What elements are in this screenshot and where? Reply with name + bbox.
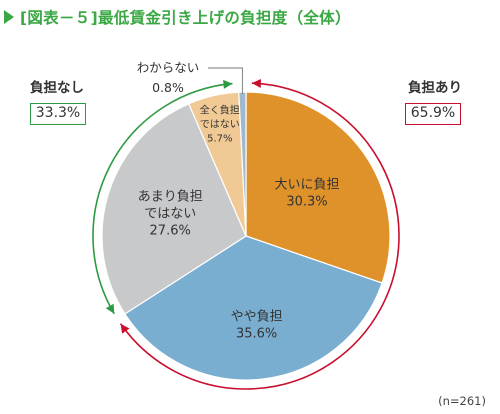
slice-label-4-value: 5.7% <box>207 133 232 144</box>
burden-arrow-start-icon <box>251 79 261 88</box>
group-value-burden: 65.9% <box>405 103 461 125</box>
slice-label-2-text: やや負担 <box>231 310 283 325</box>
slice-label-5-value: 0.8% <box>152 80 184 95</box>
slice-label-3-text: ではない <box>144 207 196 222</box>
chart-title: [図表－５]最低賃金引き上げの負担度（全体） <box>20 9 351 27</box>
no-burden-arrow-end-icon <box>223 79 233 89</box>
slice-label-4-text: ではない <box>200 118 240 130</box>
slice-label-2-value: 35.6% <box>236 327 277 342</box>
slice-label-1-value: 30.3% <box>286 195 327 210</box>
group-value-no-burden: 33.3% <box>30 103 86 125</box>
no-burden-bracket-arc <box>92 82 233 315</box>
title-marker-icon <box>4 10 14 24</box>
group-label-no-burden: 負担なし <box>30 80 84 96</box>
pie-slice-2 <box>124 235 383 381</box>
no-burden-arrow-start-icon <box>105 303 115 314</box>
slice-label-4-text: 全く負担 <box>200 103 240 116</box>
burden-bracket-arc <box>119 82 400 390</box>
slice-label-1-text: 大いに負担 <box>274 178 339 193</box>
slice-label-3-value: 27.6% <box>150 224 191 239</box>
group-label-burden: 負担あり <box>408 80 462 96</box>
pie-slice-1 <box>245 91 391 284</box>
title-bar: [図表－５]最低賃金引き上げの負担度（全体） <box>4 6 351 28</box>
slice-label-3-text: あまり負担 <box>138 190 203 205</box>
pie-slice-3 <box>101 103 247 315</box>
sample-size-note: (n=261) <box>438 394 486 408</box>
slice-label-5-text: わからない <box>137 60 200 75</box>
burden-arrow-end-icon <box>120 323 130 334</box>
callout-leader-line <box>208 67 243 94</box>
